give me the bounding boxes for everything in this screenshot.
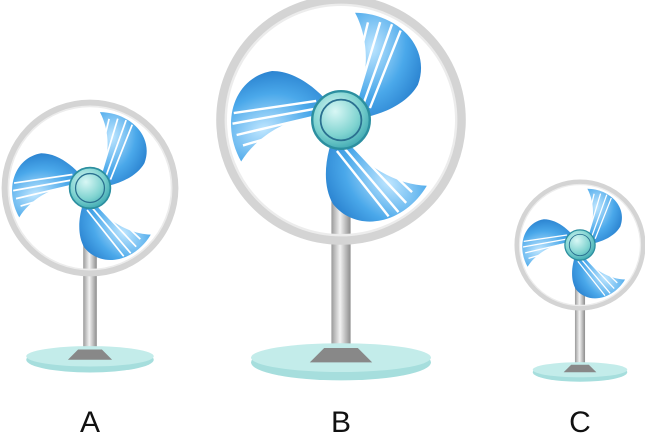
fan-a	[0, 103, 175, 372]
label: A	[80, 406, 100, 439]
fan-b	[214, 0, 461, 380]
label: C	[569, 406, 591, 439]
page: A B C (() => { const data = JSON.parse(d…	[0, 0, 645, 444]
fan-c	[514, 182, 643, 382]
fans-illustration: A B C	[0, 0, 645, 444]
label: B	[331, 406, 351, 439]
